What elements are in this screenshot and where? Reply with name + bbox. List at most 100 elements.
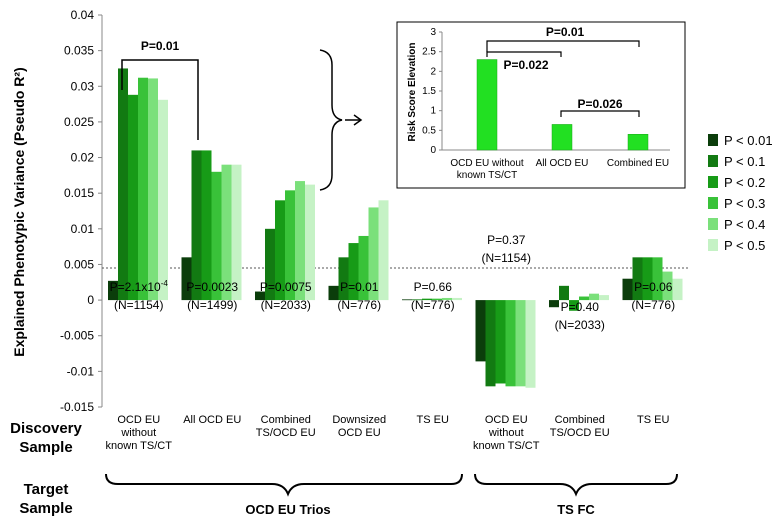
p-value-label: P=0.06 [634, 280, 673, 294]
y-tick-label: -0.005 [60, 329, 94, 343]
bar [505, 300, 516, 387]
legend-label: P < 0.2 [724, 175, 765, 190]
category-label: known TS/CT [473, 440, 540, 452]
legend: P < 0.01 P < 0.1 P < 0.2 P < 0.3 P < 0.4 P < … [708, 133, 773, 253]
y-tick-label: 0.005 [64, 257, 94, 271]
target-label-line-2: Sample [19, 500, 72, 517]
bar [191, 150, 202, 301]
sample-size-label: (N=1499) [187, 298, 237, 312]
inset-y-axis-label: Risk Score Elevation [407, 43, 418, 142]
bar [662, 271, 673, 301]
category-label: Combined [555, 414, 605, 426]
bar [221, 164, 232, 301]
legend-swatch [708, 176, 718, 188]
bar [452, 297, 462, 301]
bar [672, 278, 683, 301]
category-label: without [120, 427, 156, 439]
inset-y-tick-label: 0.5 [422, 125, 436, 136]
sample-size-label: (N=776) [631, 298, 675, 312]
bar [285, 190, 295, 301]
inset-frame [396, 21, 686, 189]
arrow-head-icon [353, 114, 363, 126]
bar [515, 300, 526, 387]
legend-swatch [708, 218, 718, 230]
inset-y-tick-label: 2 [430, 66, 436, 77]
comparison-bracket [121, 59, 199, 140]
bar [412, 299, 422, 301]
inset-y-tick-label: 1 [430, 106, 436, 117]
inset-chart: Risk Score Elevation 3 2.5 2 1.5 1 0.5 0 OCD E… [396, 21, 686, 189]
sample-size-label: (N=2033) [555, 318, 605, 332]
legend-label: P < 0.1 [724, 154, 765, 169]
category-label: OCD EU [117, 414, 160, 426]
inset-bar [627, 134, 649, 151]
group-label-ocd: OCD EU Trios [245, 502, 330, 517]
discovery-label-line-2: Sample [19, 439, 72, 456]
sample-size-label: (N=776) [337, 298, 381, 312]
inset-comparison-2: P=0.022 [503, 58, 548, 72]
category-label: without [488, 427, 524, 439]
p-value-label: P=2.1x10-4 [110, 279, 169, 294]
bar [475, 300, 486, 362]
bar [348, 243, 359, 301]
bar [181, 257, 192, 301]
p-value-label: P=0.01 [340, 280, 379, 294]
inset-category-label: All OCD EU [536, 158, 589, 169]
category-label: TS EU [637, 414, 669, 426]
inset-bar [476, 59, 498, 151]
bar [495, 300, 506, 384]
category-label: OCD EU [338, 427, 381, 439]
sample-size-label: (N=776) [411, 298, 455, 312]
inset-category-label: Combined EU [607, 158, 669, 169]
inset-bracket-1 [486, 40, 640, 52]
legend-label: P < 0.5 [724, 238, 765, 253]
category-label: known TS/CT [106, 440, 173, 452]
legend-label: P < 0.4 [724, 217, 765, 232]
y-tick-label: 0.02 [71, 151, 95, 165]
bar [589, 293, 599, 301]
target-label-line-1: Target [24, 481, 69, 498]
bar [559, 285, 569, 301]
y-tick-label: 0.025 [64, 115, 94, 129]
inset-y-tick-label: 0 [430, 145, 436, 156]
sample-size-label: (N=1154) [114, 298, 163, 312]
bar [211, 171, 222, 301]
bar [368, 207, 379, 301]
y-axis-label: Explained Phenotypic Variance (Pseudo R²… [11, 67, 27, 356]
bar [231, 164, 242, 301]
inset-y-tick-label: 3 [430, 27, 436, 38]
curly-brace [319, 49, 343, 191]
bar [422, 298, 432, 301]
bar [632, 257, 643, 301]
sample-size-label: (N=1154) [482, 251, 531, 265]
bar [118, 68, 128, 301]
inset-bar [551, 124, 573, 151]
category-label: OCD EU [485, 414, 528, 426]
p-value-label: P=0.0075 [260, 280, 312, 294]
legend-label: P < 0.01 [724, 133, 773, 148]
bar [569, 300, 579, 311]
inset-y-tick-label: 2.5 [422, 47, 436, 58]
p-value-label: P=0.66 [414, 280, 453, 294]
group-label-ts: TS FC [557, 502, 595, 517]
inset-comparison-1: P=0.01 [546, 25, 585, 39]
group-bracket-ts [474, 473, 678, 497]
y-tick-label: 0.015 [64, 186, 94, 200]
bar [158, 99, 168, 301]
inset-comparison-3: P=0.026 [577, 97, 622, 111]
category-label: TS EU [417, 414, 449, 426]
bar [652, 257, 663, 301]
y-tick-label: 0.035 [64, 44, 94, 58]
bar [295, 181, 305, 301]
y-tick-label: 0 [87, 293, 94, 307]
p-value-label: P=0.0023 [186, 280, 238, 294]
y-tick-label: 0.03 [71, 79, 95, 93]
bar [338, 257, 349, 301]
legend-swatch [708, 134, 718, 146]
bar [432, 298, 442, 301]
bar [642, 257, 653, 301]
y-tick-label: 0.04 [71, 8, 95, 22]
category-label: TS/OCD EU [256, 427, 316, 439]
inset-category-label: OCD EU without [450, 158, 524, 169]
